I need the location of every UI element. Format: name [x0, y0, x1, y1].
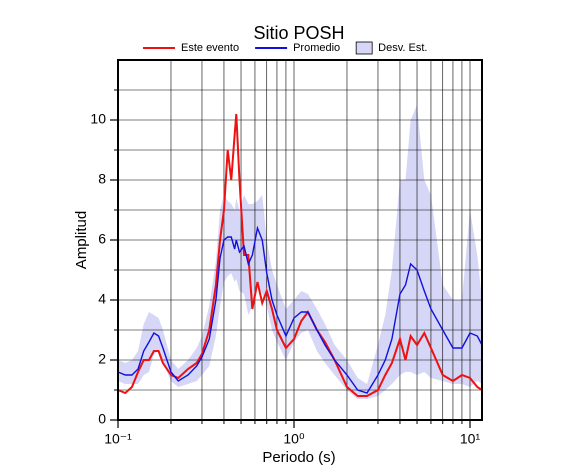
- legend-label: Promedio: [293, 42, 340, 54]
- series-line: [117, 113, 483, 397]
- y-tick-label: 6: [98, 231, 106, 247]
- chart-title: Sitio POSH: [253, 23, 344, 43]
- legend-label: Desv. Est.: [378, 42, 427, 54]
- x-axis-label: Periodo (s): [262, 449, 335, 466]
- x-tick-label: 10⁰: [283, 431, 305, 447]
- y-tick-label: 8: [98, 171, 106, 187]
- y-tick-label: 10: [90, 111, 106, 127]
- legend-label: Este evento: [181, 42, 239, 54]
- series-line: [117, 225, 483, 394]
- legend-swatch: [355, 41, 373, 55]
- y-tick-label: 2: [98, 351, 106, 367]
- plot-frame: [117, 59, 483, 421]
- y-axis-label: Amplitud: [73, 211, 90, 269]
- x-tick-label: 10¹: [460, 431, 481, 447]
- y-tick-label: 4: [98, 291, 106, 307]
- y-tick-label: 0: [98, 411, 106, 427]
- std-band: [118, 105, 482, 399]
- x-tick-label: 10⁻¹: [104, 431, 132, 447]
